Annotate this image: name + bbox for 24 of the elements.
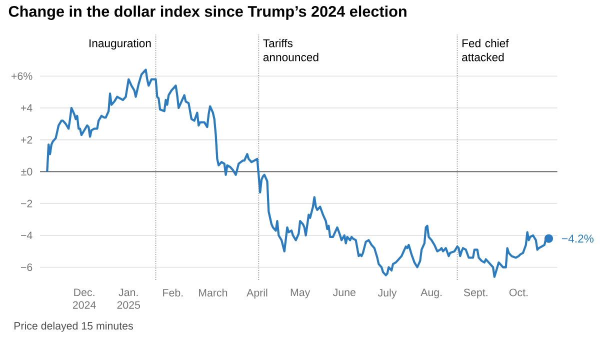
x-tick-label: June bbox=[333, 288, 356, 296]
y-tick-label: +6% bbox=[12, 72, 32, 80]
x-tick-label: Sept. bbox=[464, 288, 488, 299]
y-tick-label: ±0 bbox=[21, 168, 32, 176]
x-tick-label: March bbox=[198, 288, 228, 297]
x-tick-label: July bbox=[378, 288, 397, 299]
annotation: −4.2% bbox=[562, 234, 594, 243]
x-tick-label: Aug. bbox=[420, 288, 442, 298]
chart-title: Change in the dollar index since Trump’s 2024 election bbox=[8, 6, 406, 20]
y-tick-label: −6 bbox=[20, 264, 32, 272]
x-tick-label: Oct. bbox=[509, 288, 528, 296]
y-tick-label: −2 bbox=[20, 200, 32, 208]
x-tick-label: Feb. bbox=[163, 288, 183, 297]
y-tick-label: +2 bbox=[20, 136, 32, 144]
text: Price delayed 15 minutes bbox=[14, 322, 133, 332]
x-tick-label: Dec. 2024 bbox=[72, 288, 96, 309]
ref-line-label: Inauguration bbox=[90, 39, 151, 50]
ref-line-label: Fed chief attacked bbox=[462, 39, 509, 62]
ref-line-label: Tariffs announced bbox=[263, 39, 318, 62]
x-tick-label: April bbox=[246, 288, 268, 299]
x-tick-label: May bbox=[290, 288, 310, 298]
x-tick-label: Jan. 2025 bbox=[117, 288, 140, 309]
y-tick-label: −4 bbox=[20, 232, 32, 240]
y-tick-label: +4 bbox=[20, 104, 32, 112]
